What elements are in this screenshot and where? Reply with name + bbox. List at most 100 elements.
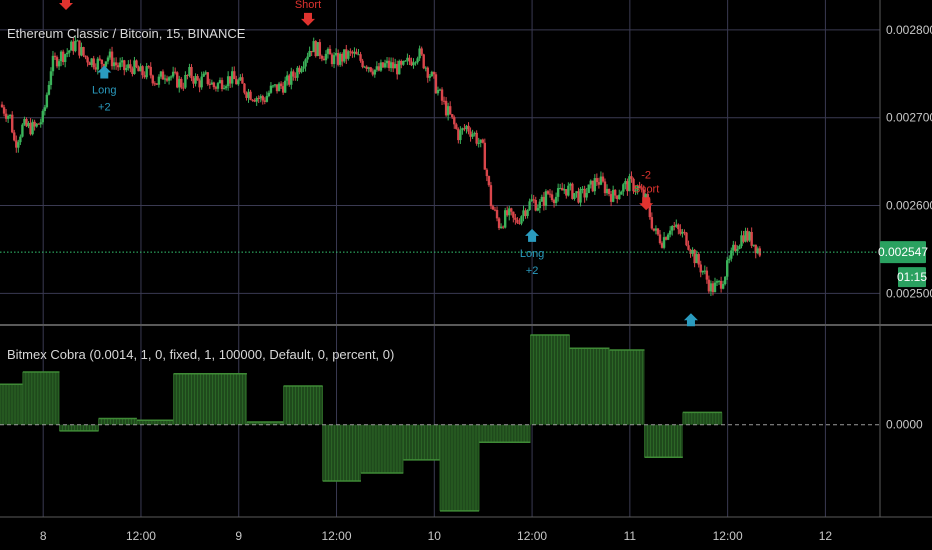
candle-body [738, 246, 741, 249]
candle-body [198, 80, 201, 88]
indicator-step-area [59, 424, 99, 431]
candle-body [68, 50, 71, 53]
candle-body [381, 62, 385, 68]
candle-body [719, 280, 723, 289]
candle-body [679, 229, 682, 234]
long-signal-arrow-icon [97, 65, 112, 79]
candle-body [145, 66, 148, 78]
candle-body [76, 40, 79, 42]
candle-body [257, 98, 260, 100]
candle-body [489, 185, 493, 207]
candle-body [638, 185, 641, 189]
candle-body [497, 218, 501, 229]
candle-body [0, 104, 4, 108]
candle-body [440, 89, 444, 101]
candle-body [74, 40, 77, 52]
candle-body [587, 184, 590, 193]
candle-body [542, 196, 546, 206]
candle-body [47, 84, 51, 95]
candle-body [673, 226, 676, 228]
price-axis-tick-label: 0.002500 [886, 286, 932, 300]
candle-body [493, 209, 497, 211]
candle-body [167, 77, 171, 81]
candle-body [565, 189, 568, 196]
candle-body [80, 47, 83, 56]
candle-body [579, 188, 582, 203]
candle-body [222, 88, 226, 90]
candle-body [106, 57, 110, 62]
candle-body [628, 176, 631, 192]
candle-body [347, 51, 350, 59]
candle-body [699, 264, 702, 273]
candle-body [98, 58, 102, 60]
time-axis-tick-label: 12:00 [126, 529, 156, 543]
candle-body [137, 67, 140, 72]
candle-body [446, 106, 450, 116]
candle-body [349, 51, 352, 53]
candle-body [90, 58, 93, 66]
candle-body [261, 96, 264, 101]
indicator-step-area [682, 412, 722, 425]
candle-body [412, 62, 415, 66]
candle-body [300, 68, 303, 73]
candle-body [630, 176, 633, 179]
candle-body [180, 78, 183, 88]
candle-body [591, 180, 594, 192]
candle-body [121, 60, 124, 63]
candle-body [603, 181, 607, 194]
candle-body [534, 199, 537, 211]
candle-body [86, 57, 89, 63]
candle-body [414, 62, 417, 64]
candle-body [713, 282, 717, 293]
candle-body [660, 243, 664, 248]
candle-body [530, 199, 533, 202]
indicator-step-area [440, 424, 480, 511]
candle-body [742, 235, 745, 242]
candle-body [518, 222, 521, 224]
candle-body [345, 49, 348, 59]
candle-body [648, 203, 652, 218]
candle-body [57, 61, 61, 67]
indicator-step-area [530, 335, 570, 425]
candle-body [589, 180, 592, 185]
candle-body [149, 66, 152, 76]
long-signal-label: +2 [98, 102, 111, 114]
price-axis-tick-label: 0.002600 [886, 199, 932, 213]
candle-body [385, 60, 389, 64]
candle-body [483, 142, 487, 170]
candle-body [116, 65, 120, 68]
short-signal-label: Short [633, 183, 659, 195]
candle-body [601, 176, 605, 182]
candle-body [577, 191, 580, 203]
candle-body [135, 60, 138, 68]
candle-body [249, 91, 252, 100]
candle-body [373, 69, 377, 75]
candle-body [66, 52, 69, 55]
price-axis-tick-label: 0.002700 [886, 111, 932, 125]
candle-body [316, 42, 319, 57]
candle-body [129, 64, 132, 69]
candle-body [184, 74, 187, 88]
countdown-tag [898, 267, 926, 288]
candle-body [744, 230, 747, 242]
candle-body [616, 195, 619, 200]
candle-body [192, 78, 195, 84]
candle-body [532, 199, 535, 201]
candle-body [701, 271, 704, 273]
candle-body [102, 64, 106, 67]
candle-body [253, 100, 256, 102]
candle-body [133, 60, 136, 74]
candle-body [432, 71, 436, 75]
candle-body [709, 283, 713, 292]
candle-body [424, 67, 427, 69]
candle-body [312, 41, 315, 53]
short-signal-arrow-icon [59, 0, 73, 11]
candle-body [723, 276, 727, 285]
candle-body [695, 254, 698, 264]
candle-body [575, 191, 578, 194]
candle-body [4, 113, 8, 119]
candle-body [705, 270, 709, 280]
candle-body [365, 66, 368, 69]
candle-body [202, 73, 205, 77]
